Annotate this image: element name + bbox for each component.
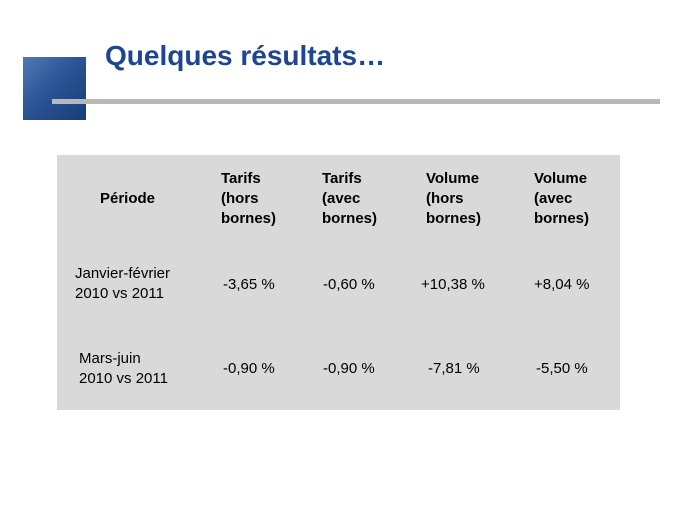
row-2-volume-hors-bornes: -7,81 % (428, 360, 480, 377)
accent-square (23, 57, 86, 120)
row-1-tarifs-hors-bornes: -3,65 % (223, 276, 275, 293)
row-2-period: Mars-juin 2010 vs 2011 (79, 350, 168, 387)
results-table: Période Tarifs (hors bornes) Tarifs (ave… (57, 155, 620, 410)
header-volume-avec-bornes: Volume (avec bornes) (534, 170, 590, 227)
header-tarifs-avec-bornes: Tarifs (avec bornes) (322, 170, 378, 227)
header-volume-hors-bornes: Volume (hors bornes) (426, 170, 482, 227)
row-2-tarifs-avec-bornes: -0,90 % (323, 360, 375, 377)
header-tarifs-hors-bornes: Tarifs (hors bornes) (221, 170, 277, 227)
row-1-volume-avec-bornes: +8,04 % (534, 276, 590, 293)
row-2-volume-avec-bornes: -5,50 % (536, 360, 588, 377)
row-1-volume-hors-bornes: +10,38 % (421, 276, 485, 293)
header-periode: Période (100, 190, 156, 207)
slide-title: Quelques résultats… (105, 40, 386, 71)
row-1-period: Janvier-février 2010 vs 2011 (75, 265, 171, 302)
row-1-tarifs-avec-bornes: -0,60 % (323, 276, 375, 293)
title-rule (52, 99, 660, 104)
row-2-tarifs-hors-bornes: -0,90 % (223, 360, 275, 377)
